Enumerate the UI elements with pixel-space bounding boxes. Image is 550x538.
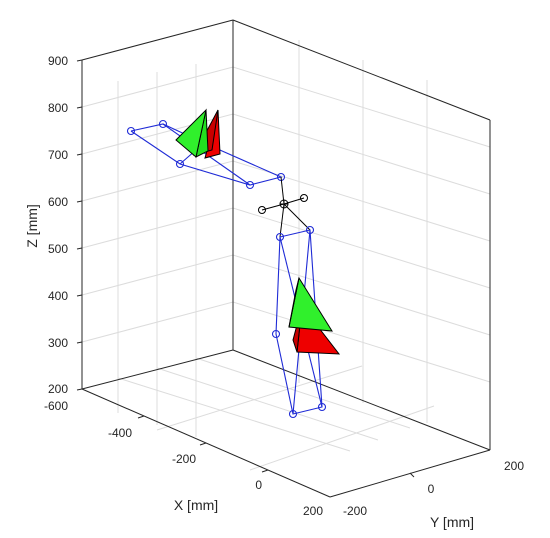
data-point xyxy=(271,329,281,339)
z-tick-label: 600 xyxy=(48,195,68,209)
x-tick-mark xyxy=(261,469,269,473)
x-tick-label: 0 xyxy=(255,478,262,492)
center-point xyxy=(300,194,308,202)
center-bone xyxy=(283,203,311,231)
z-axis-label: Z [mm] xyxy=(24,204,40,248)
grid-line xyxy=(156,365,363,431)
grid-line xyxy=(81,254,491,336)
z-tick-mark xyxy=(76,59,83,62)
x-tick-mark xyxy=(137,415,145,419)
grid-line xyxy=(117,377,351,452)
x-tick-label: -400 xyxy=(108,426,132,440)
z-tick-label: 800 xyxy=(48,101,68,115)
z-tick-label: 700 xyxy=(48,148,68,162)
grid-line xyxy=(81,301,491,383)
data-point xyxy=(317,402,327,412)
z-tick-mark xyxy=(76,341,83,344)
y-axis-label: Y [mm] xyxy=(430,514,474,530)
z-ticks: 900 800 700 600 500 400 300 200 xyxy=(48,54,83,396)
data-point xyxy=(288,409,298,419)
grid-lines xyxy=(81,40,491,471)
data-point xyxy=(275,232,285,242)
y-tick-label: 200 xyxy=(504,459,524,473)
z-tick-label: 900 xyxy=(48,54,68,68)
z-tick-mark xyxy=(76,153,83,156)
x-axis-label: X [mm] xyxy=(174,497,218,513)
grid-line xyxy=(249,405,435,471)
x-tick-label: -200 xyxy=(172,452,196,466)
x-tick-label: 200 xyxy=(303,504,323,518)
z-tick-label: 300 xyxy=(48,336,68,350)
series-center-joint xyxy=(258,176,311,238)
axis-line xyxy=(232,349,491,451)
y-tick-mark xyxy=(409,472,415,478)
x-tick-label: -600 xyxy=(44,399,68,413)
axis-line xyxy=(232,19,491,121)
axis-line xyxy=(81,19,234,61)
data-point xyxy=(305,225,315,235)
grid-line xyxy=(81,113,491,195)
grid-line xyxy=(156,367,379,441)
z-tick-mark xyxy=(76,106,83,109)
z-tick-mark xyxy=(76,294,83,297)
center-bone xyxy=(279,203,285,238)
z-tick-label: 500 xyxy=(48,242,68,256)
y-tick-label: 0 xyxy=(428,482,435,496)
marker-upper-green xyxy=(175,108,209,158)
center-point xyxy=(258,206,266,214)
axes-box xyxy=(81,19,491,498)
z-tick-label: 400 xyxy=(48,289,68,303)
axis-line xyxy=(81,349,234,390)
green-marker xyxy=(175,108,207,158)
y-tick-label: -200 xyxy=(343,504,367,518)
data-point xyxy=(158,119,168,129)
data-point xyxy=(126,126,136,136)
x-ticks: -600 -400 -200 0 200 xyxy=(44,399,323,518)
z-tick-mark xyxy=(76,200,83,203)
center-bone xyxy=(280,176,285,205)
x-tick-mark xyxy=(199,442,207,446)
green-marker xyxy=(288,276,333,332)
data-point xyxy=(175,159,185,169)
data-point xyxy=(245,180,255,190)
z-tick-mark xyxy=(76,388,83,391)
series-line xyxy=(275,229,323,415)
marker-lower-green xyxy=(288,276,333,332)
y-ticks: -200 0 200 xyxy=(343,459,524,518)
grid-line xyxy=(81,66,491,148)
green-marker xyxy=(288,277,300,328)
grid-line xyxy=(81,207,491,289)
z-tick-label: 200 xyxy=(48,382,68,396)
grid-line xyxy=(195,357,411,429)
z-tick-mark xyxy=(76,247,83,250)
